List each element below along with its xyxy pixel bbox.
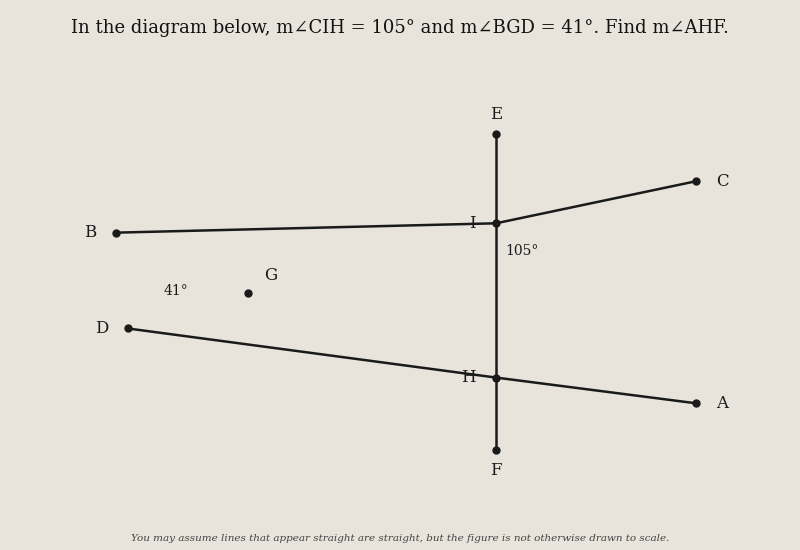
Text: E: E (490, 106, 502, 123)
Text: G: G (264, 267, 277, 284)
Text: I: I (470, 215, 476, 232)
Text: F: F (490, 462, 502, 478)
Text: In the diagram below, m∠CIH = 105° and m∠BGD = 41°. Find m∠AHF.: In the diagram below, m∠CIH = 105° and m… (71, 19, 729, 37)
Text: B: B (84, 224, 96, 241)
Text: H: H (462, 369, 476, 386)
Text: A: A (716, 395, 728, 412)
Text: 41°: 41° (163, 284, 188, 298)
Text: D: D (94, 320, 108, 337)
Text: C: C (716, 173, 729, 190)
Text: 105°: 105° (506, 244, 539, 258)
Text: You may assume lines that appear straight are straight, but the figure is not ot: You may assume lines that appear straigh… (131, 535, 669, 543)
